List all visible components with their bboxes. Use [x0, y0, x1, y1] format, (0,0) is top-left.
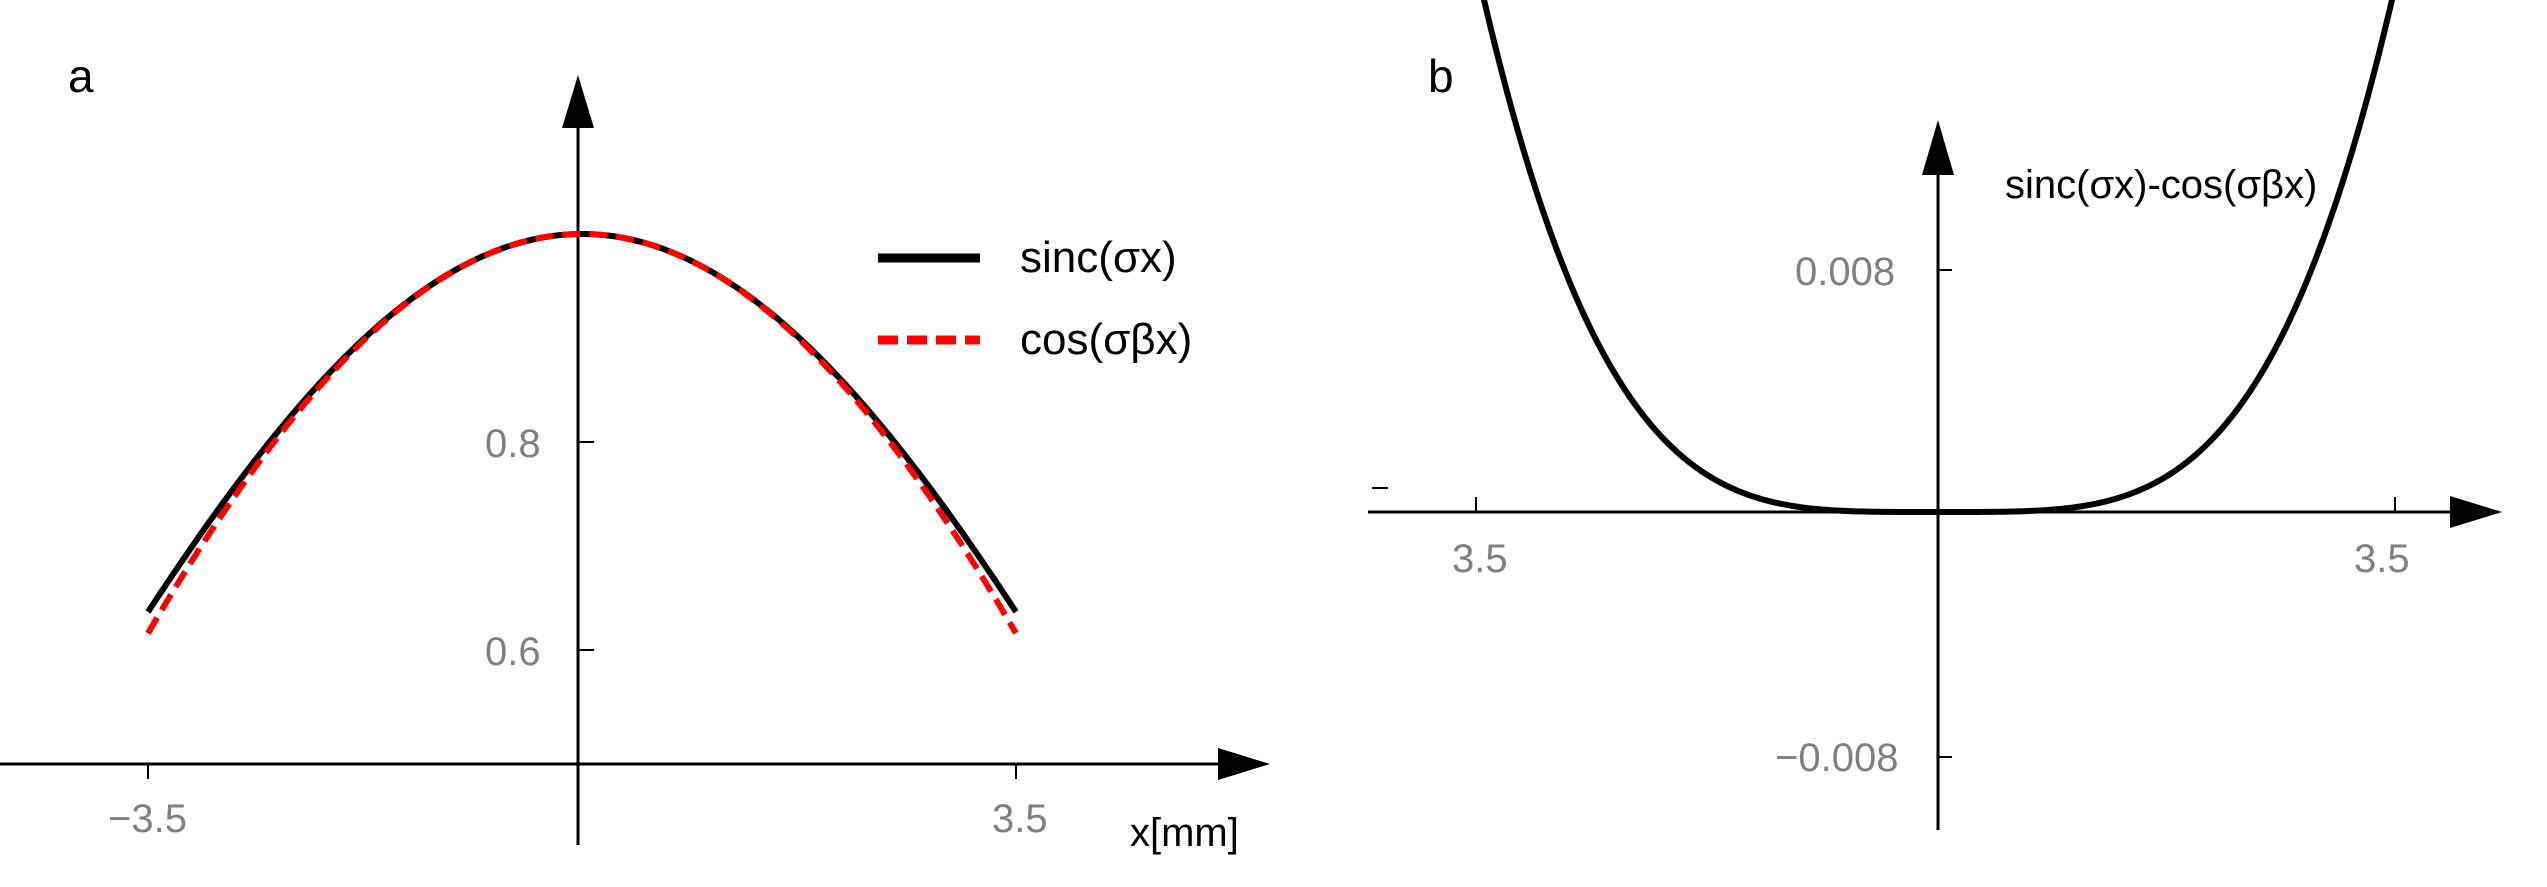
panel-a-x-axis-label: x[mm]: [1130, 811, 1239, 855]
panel-a-y-tick-label-08: 0.8: [485, 422, 541, 466]
panel-a-y-tick-label-06: 0.6: [485, 630, 541, 674]
panel-a-y-axis-arrow: [562, 75, 594, 128]
panel-b-y-axis-label: sinc(σx)-cos(σβx): [2005, 163, 2317, 207]
panel-a-label: a: [68, 50, 94, 102]
panel-b-label: b: [1428, 50, 1454, 102]
panel-b-y-tick-label-top: 0.008: [1795, 250, 1895, 294]
panel-b: b 3.5 3.5 0.008 −0.008 sinc(σx)-cos(σβx): [1368, 0, 2502, 830]
legend-label-sinc: sinc(σx): [1020, 233, 1177, 282]
legend-label-cos: cos(σβx): [1020, 315, 1192, 364]
panel-b-y-axis-arrow: [1922, 120, 1954, 175]
panel-b-y-tick-label-bottom: −0.008: [1775, 736, 1898, 780]
panel-a-x-tick-label-right: 3.5: [992, 797, 1048, 841]
series-diff-line: [1480, 0, 2396, 515]
panel-b-x-tick-label-right: 3.5: [2354, 537, 2410, 581]
panel-a-x-axis-arrow: [1218, 748, 1270, 780]
panel-a-legend: sinc(σx) cos(σβx): [878, 233, 1192, 364]
series-sinc-line: [145, 231, 1019, 614]
series-cos-line: [145, 231, 1019, 635]
panel-b-x-tick-label-left: 3.5: [1452, 537, 1508, 581]
panel-a: a −3.5 3.5 0.8 0.6 x[mm] sinc(σx) cos(σβ…: [0, 50, 1270, 855]
panel-b-x-axis-arrow: [2450, 496, 2502, 528]
panel-a-x-tick-label-left: −3.5: [108, 797, 187, 841]
